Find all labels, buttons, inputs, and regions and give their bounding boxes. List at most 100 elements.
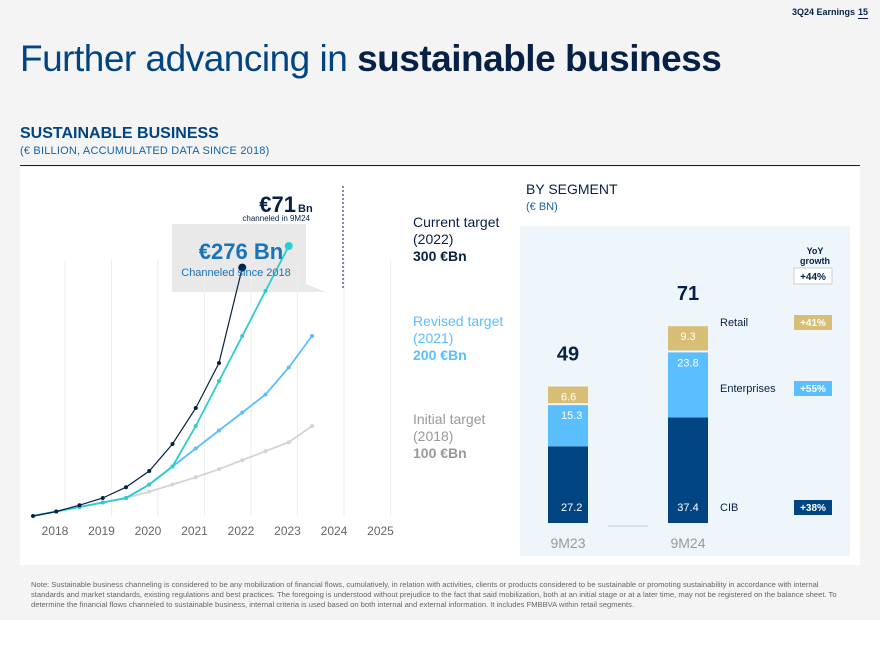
point-revised_target [310,334,314,338]
x-tick-label: 2023 [274,524,301,538]
bar-enterprises-9M23 [548,405,588,447]
point-initial_target [170,482,175,487]
bar-retail-9M23 [548,386,588,404]
initial-target-line2: (2018) [413,428,453,444]
current-value: €71 [259,192,296,217]
revised-target-line3: 200 €Bn [413,347,467,363]
point-initial_target [217,467,221,472]
page-number: 15 [857,7,868,19]
point-current_target [240,334,245,338]
bar-retail-9M24 [668,326,708,351]
current-value-callout: €71 Bn [259,192,313,217]
point-current_target [284,242,293,250]
page-title-bold: sustainable business [357,38,722,79]
point-actual [77,503,82,508]
point-actual [170,442,175,446]
x-tick-label: 2021 [181,524,208,538]
point-actual [100,496,105,500]
current-target-line1: Current target [413,214,499,230]
section-subtitle: (€ BILLION, ACCUMULATED DATA SINCE 2018) [20,145,270,157]
point-initial_target [240,458,245,463]
current-unit: Bn [298,203,313,215]
bar-value-label: 23.8 [677,357,698,369]
line-current_target [32,245,290,517]
line-chart: 2018 2019 2020 2021 2022 2023 2024 2025 [31,242,394,538]
section-title: SUSTAINABLE BUSINESS [20,125,219,142]
target-labels: Current target (2022) 300 €Bn Revised ta… [413,214,503,461]
point-current_target [217,379,221,383]
header-tag: 3Q24 Earnings 15 [791,7,868,19]
page-title-regular: Further advancing in [20,38,358,79]
growth-badge-label: +41% [800,318,826,329]
point-current_target [100,500,105,505]
point-current_target [170,464,175,469]
point-current_target [193,424,198,428]
bar-category-label: 9M24 [670,535,705,551]
point-actual [147,469,152,473]
current-label: channeled in 9M24 [242,214,310,223]
growth-badge-retail [794,315,832,330]
total-label: Channeled since 2018 [181,267,290,279]
header-tag-text: 3Q24 Earnings [791,7,855,17]
bottom-strip [0,620,880,660]
point-revised_target [193,446,198,451]
section-rule [20,165,860,166]
growth-badge-label: +38% [800,503,826,514]
point-actual [124,485,128,490]
point-actual [193,406,198,410]
point-initial_target [310,424,314,428]
segment-chart-title: BY SEGMENT [526,181,618,197]
yoy-header-1: YoY [807,246,824,256]
bar-value-label: 15.3 [561,410,582,422]
segment-name-label: CIB [720,502,738,514]
bar-value-label: 6.6 [561,392,576,404]
yoy-header-2: growth [800,256,830,266]
total-growth-badge [793,267,833,285]
x-tick-label: 2020 [135,524,162,538]
bar-enterprises-9M24 [668,352,708,418]
point-actual [238,263,247,272]
total-value: €276 Bn [199,239,283,264]
revised-target-line2: (2021) [413,330,453,346]
line-actual [32,267,243,517]
bar-value-label: 37.4 [677,502,698,514]
point-revised_target [263,392,268,397]
point-current_target [147,482,152,487]
initial-target-line1: Initial target [413,411,485,427]
bar-cib-9M23 [548,446,588,523]
current-target-line3: 300 €Bn [413,248,467,264]
point-revised_target [286,365,291,370]
point-revised_target [240,410,245,415]
point-current_target [124,496,128,500]
line-initial_target [32,425,313,517]
page-title: Further advancing in sustainable busines… [20,38,722,80]
initial-target-line3: 100 €Bn [413,445,467,461]
bar-cib-9M24 [668,417,708,523]
x-tick-label: 2018 [42,524,69,538]
x-tick-label: 2024 [321,524,348,538]
x-tick-label: 2022 [228,524,255,538]
bar-total-label: 71 [677,283,699,305]
point-actual [54,509,59,514]
point-current_target [263,289,268,293]
growth-badge-enterprises [794,381,832,396]
total-growth-label: +44% [800,272,826,283]
revised-target-line1: Revised target [413,313,503,329]
growth-badge-cib [794,500,832,515]
bar-category-label: 9M23 [550,535,585,551]
x-tick-label: 2025 [367,524,394,538]
bar-value-label: 27.2 [561,502,582,514]
segment-name-label: Enterprises [720,383,776,395]
bar-total-label: 49 [557,344,579,366]
point-initial_target [147,489,152,494]
bar-value-label: 9.3 [680,331,695,343]
segment-name-label: Retail [720,317,748,329]
total-callout-box [172,224,326,292]
point-initial_target [193,475,198,480]
point-initial_target [286,440,291,445]
point-revised_target [217,428,221,433]
current-target-line2: (2022) [413,231,453,247]
x-tick-label: 2019 [88,524,115,538]
point-initial_target [263,449,268,454]
